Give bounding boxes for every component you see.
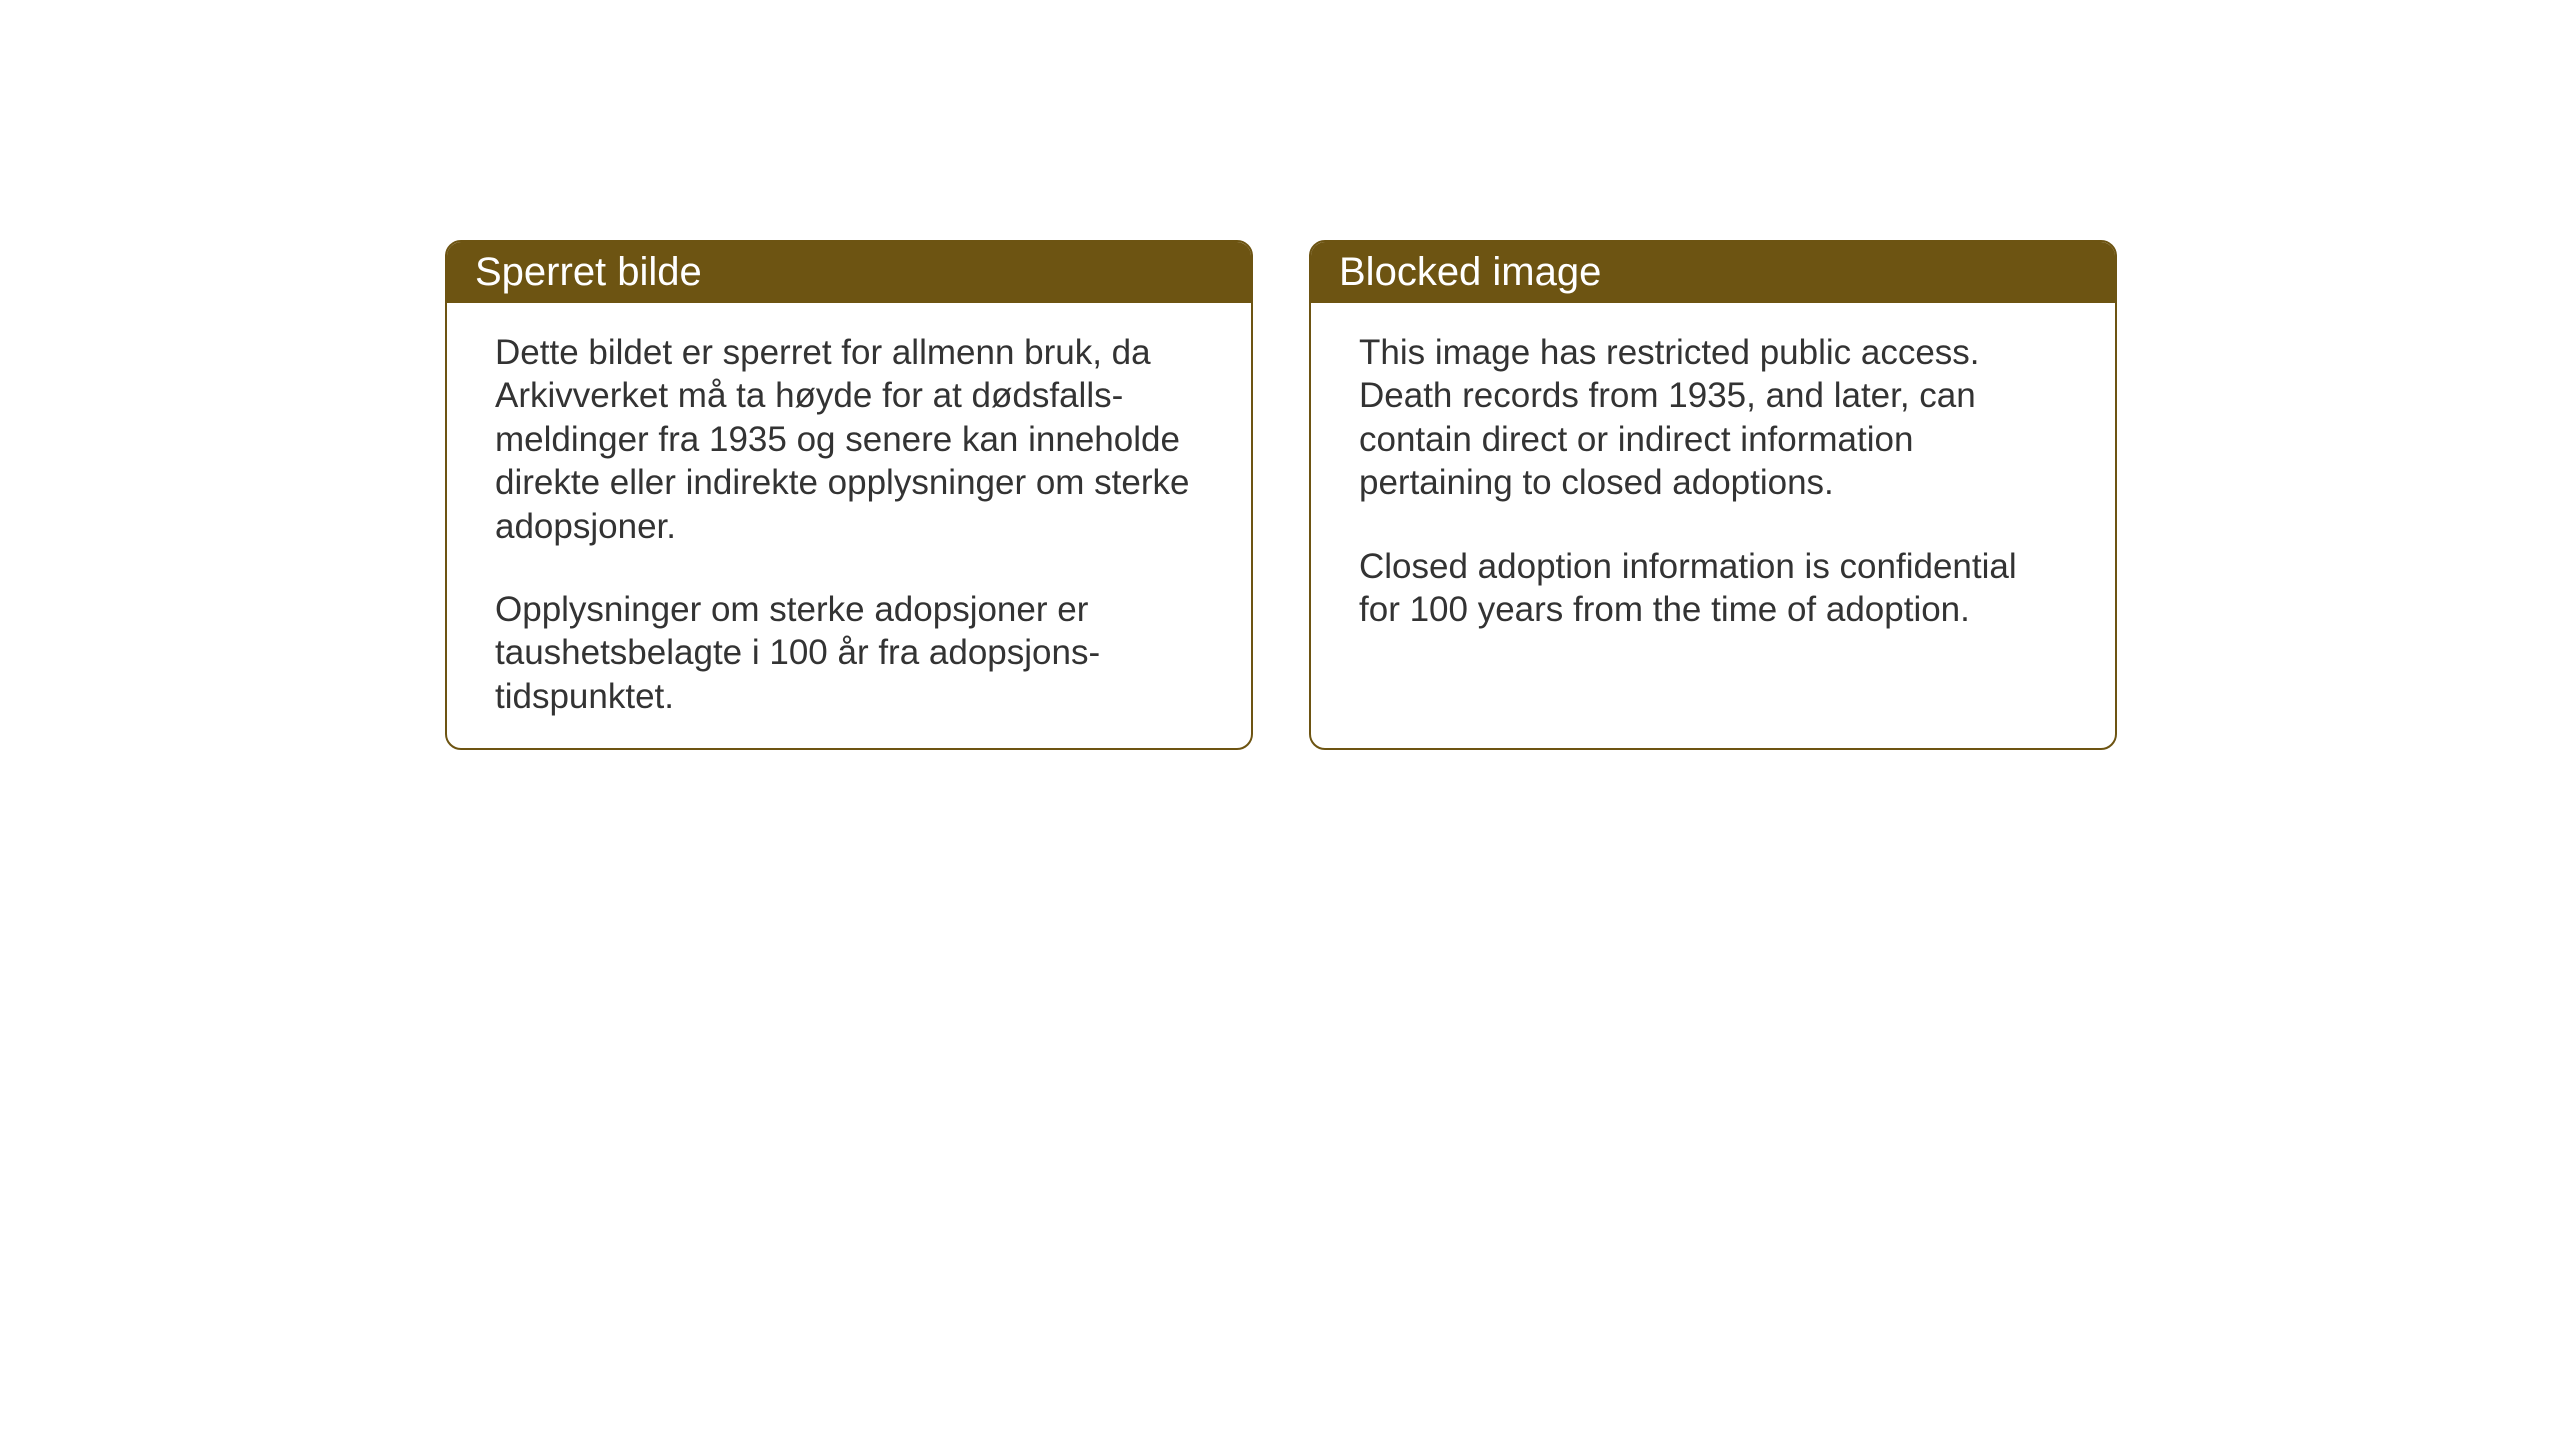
- english-notice-card: Blocked image This image has restricted …: [1309, 240, 2117, 750]
- norwegian-paragraph-2: Opplysninger om sterke adopsjoner er tau…: [495, 588, 1203, 718]
- norwegian-paragraph-1: Dette bildet er sperret for allmenn bruk…: [495, 331, 1203, 548]
- english-paragraph-2: Closed adoption information is confident…: [1359, 545, 2067, 632]
- norwegian-card-title: Sperret bilde: [447, 242, 1251, 303]
- english-card-title: Blocked image: [1311, 242, 2115, 303]
- notice-container: Sperret bilde Dette bildet er sperret fo…: [445, 240, 2117, 750]
- norwegian-card-body: Dette bildet er sperret for allmenn bruk…: [447, 303, 1251, 750]
- english-paragraph-1: This image has restricted public access.…: [1359, 331, 2067, 505]
- norwegian-notice-card: Sperret bilde Dette bildet er sperret fo…: [445, 240, 1253, 750]
- english-card-body: This image has restricted public access.…: [1311, 303, 2115, 667]
